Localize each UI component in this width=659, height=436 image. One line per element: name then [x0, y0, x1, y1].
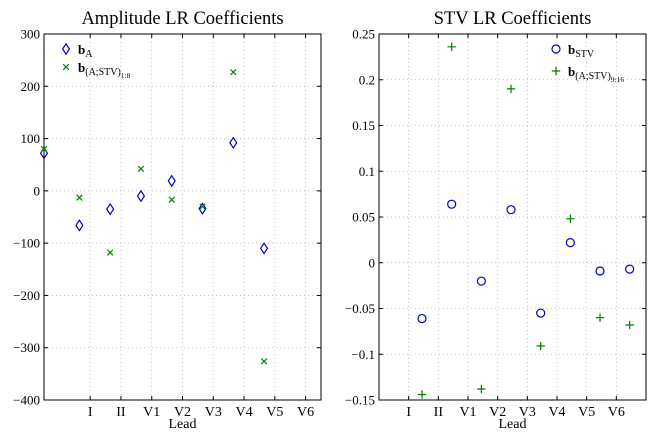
- data-point: [40, 145, 48, 153]
- chart-1: I II V1 V2 V3 V4 V5 V63002001000−100−200−300−40…: [13, 9, 322, 432]
- y-tick-label: 0.05: [352, 210, 375, 225]
- data-point: [506, 84, 516, 94]
- x-tick-label: II: [434, 405, 444, 420]
- legend-subscript: STV: [575, 49, 595, 60]
- legend-name: b: [568, 42, 575, 57]
- y-tick-label: 0: [369, 255, 376, 270]
- legend-subscript-2: 1:8: [121, 71, 131, 80]
- y-tick-label: −300: [13, 340, 40, 355]
- x-tick-label: II: [116, 405, 126, 420]
- legend-name: b: [78, 42, 85, 57]
- y-tick-label: −100: [13, 236, 40, 251]
- x-tick-label: V5: [266, 405, 283, 420]
- data-point: [260, 358, 268, 365]
- data-point: [137, 165, 145, 173]
- legend-subscript: (A;STV): [575, 71, 611, 82]
- data-point: [417, 390, 427, 399]
- chart-title: Amplitude LR Coefficients: [81, 9, 283, 29]
- y-tick-label: 0.15: [352, 118, 375, 133]
- legend-entry: b(A;STV)9:16: [568, 64, 624, 84]
- legend: bAb(A;STV)1:8: [61, 42, 131, 80]
- data-point: [167, 174, 176, 188]
- legend-marker: [61, 42, 71, 56]
- data-point: [136, 189, 146, 203]
- data-point: [168, 196, 175, 203]
- series-2: [40, 68, 268, 365]
- series-1: [417, 199, 635, 324]
- data-point: [447, 42, 456, 52]
- y-tick-label: 0: [34, 183, 41, 198]
- y-tick-label: 300: [21, 27, 41, 42]
- data-point: [76, 194, 83, 201]
- data-point: [198, 202, 207, 215]
- legend-marker: [62, 63, 70, 71]
- legend-subscript: (A;STV): [85, 67, 121, 78]
- data-point: [447, 199, 457, 209]
- x-tick-label: V5: [578, 405, 595, 420]
- legend-entry: b(A;STV)1:8: [78, 60, 131, 80]
- data-point: [106, 249, 114, 256]
- data-point: [536, 341, 545, 351]
- x-axis-label: Lead: [499, 417, 527, 431]
- legend-name: b: [78, 60, 85, 75]
- y-tick-label: 0.2: [359, 72, 375, 87]
- x-tick-label: I: [88, 405, 93, 420]
- legend-subscript: A: [85, 49, 93, 60]
- y-tick-label: 100: [21, 131, 41, 146]
- data-point: [595, 313, 605, 322]
- data-point: [595, 266, 605, 276]
- y-tick-label: 200: [21, 79, 41, 94]
- legend-marker: [551, 44, 561, 54]
- x-tick-label: V4: [235, 405, 252, 420]
- x-tick-label: V1: [143, 405, 160, 420]
- y-tick-label: 0.1: [359, 164, 375, 179]
- data-point: [106, 202, 115, 216]
- y-tick-label: −0.05: [345, 301, 375, 316]
- legend-name: b: [568, 64, 575, 79]
- data-point: [476, 276, 486, 286]
- data-point: [625, 264, 635, 274]
- legend-entry: bA: [78, 42, 93, 60]
- x-tick-label: V3: [205, 405, 222, 420]
- series-2: [417, 42, 634, 399]
- y-tick-label: −400: [13, 393, 40, 408]
- data-point: [536, 308, 546, 318]
- x-tick-label: I: [406, 405, 411, 420]
- data-point: [477, 384, 486, 394]
- x-tick-label: V6: [297, 405, 314, 420]
- data-point: [506, 205, 516, 215]
- x-tick-label: V2: [174, 405, 191, 420]
- x-tick-label: V1: [459, 405, 476, 420]
- x-tick-label: V2: [489, 405, 506, 420]
- data-point: [230, 68, 237, 76]
- data-point: [75, 219, 84, 232]
- legend-marker: [551, 66, 561, 76]
- chart-title: STV LR Coefficients: [434, 9, 592, 29]
- data-point: [259, 242, 269, 255]
- data-point: [625, 320, 634, 330]
- x-tick-label: V6: [608, 405, 625, 420]
- plot-frame: [43, 33, 322, 401]
- x-tick-label: V4: [548, 405, 565, 420]
- data-point: [417, 313, 427, 324]
- x-tick-label: V3: [519, 405, 536, 420]
- chart-2: I II V1 V2 V3 V4 V5 V60.250.20.150.10.050−0.05−…: [345, 9, 647, 432]
- x-axis-label: Lead: [169, 417, 197, 431]
- data-point: [566, 214, 575, 224]
- y-tick-label: −200: [13, 288, 40, 303]
- legend-entry: bSTV: [568, 42, 595, 60]
- y-tick-label: −0.1: [351, 347, 375, 362]
- data-point: [565, 238, 575, 248]
- series-1: [39, 136, 269, 255]
- data-point: [199, 203, 206, 210]
- legend-subscript-2: 9:16: [611, 75, 625, 84]
- y-tick-label: 0.25: [352, 27, 375, 42]
- y-tick-label: −0.15: [345, 393, 375, 408]
- data-point: [229, 136, 238, 150]
